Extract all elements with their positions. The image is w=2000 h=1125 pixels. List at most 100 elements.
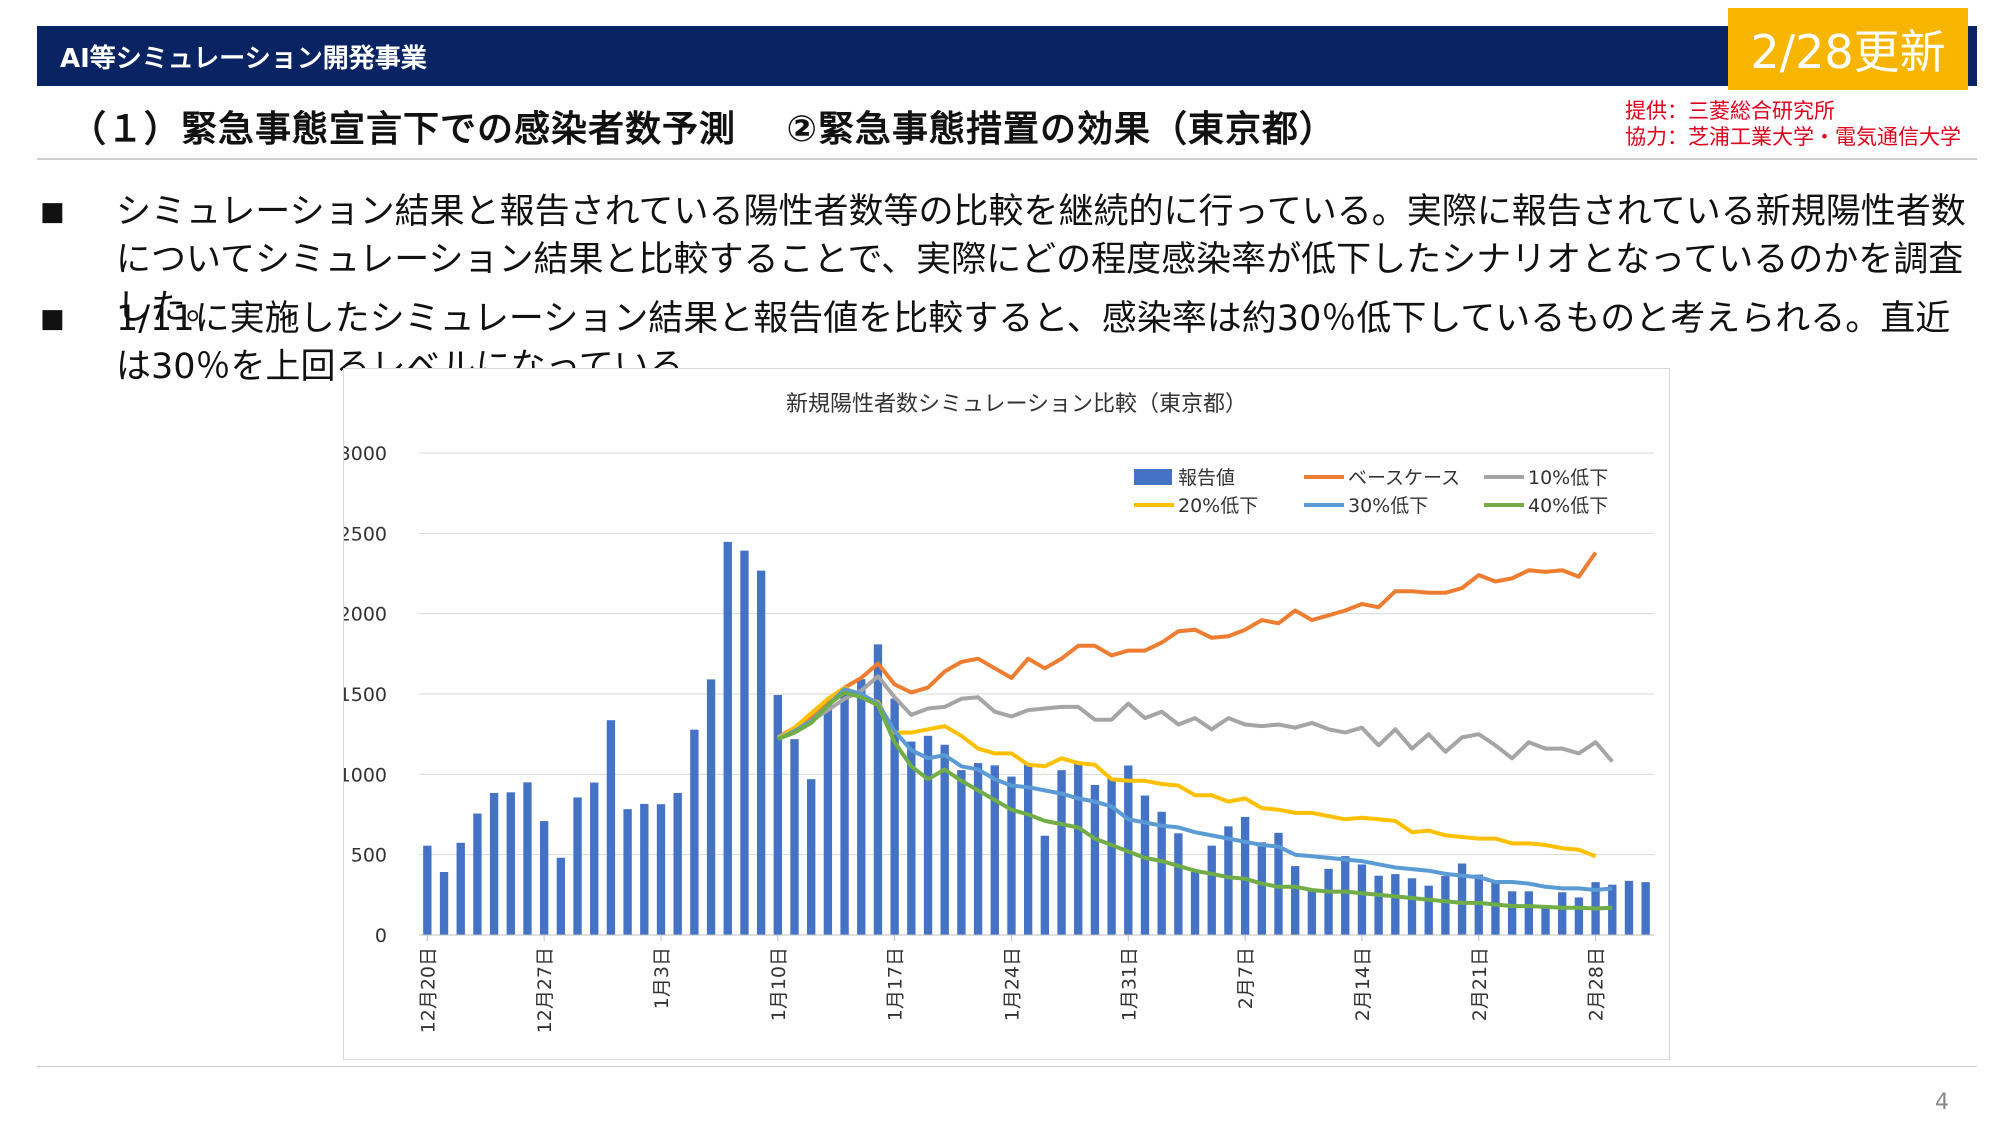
line-30pct <box>776 687 1613 892</box>
x-tick-label: 1月3日 <box>651 947 673 1009</box>
bar-reported <box>590 782 599 935</box>
bar-reported <box>1090 784 1100 935</box>
bar-reported <box>1374 875 1383 935</box>
bar-reported <box>606 720 616 935</box>
bar-reported <box>1441 876 1450 935</box>
bullet-text-1: シミュレーション結果と報告されている陽性者数等の比較を継続的に行っている。実際に… <box>116 192 1966 328</box>
legend-label: 報告値 <box>1178 467 1235 489</box>
line-20pct <box>776 685 1597 859</box>
bar-reported <box>1007 776 1016 935</box>
legend-label: 30%低下 <box>1348 495 1428 517</box>
bar-reported <box>940 744 949 935</box>
bar-reported <box>523 782 532 935</box>
bar-reported <box>439 872 449 935</box>
bar-reported <box>1157 811 1166 935</box>
legend-label: 20%低下 <box>1178 495 1258 517</box>
y-tick-label: 1000 <box>344 764 387 786</box>
bar-reported <box>1207 845 1216 935</box>
bar-reported <box>840 693 849 935</box>
legend-label: ベースケース <box>1348 467 1460 489</box>
line-base-case <box>776 551 1598 740</box>
bar-reported <box>923 735 933 935</box>
update-badge: 2/28更新 <box>1728 8 1968 90</box>
bar-reported <box>807 779 816 935</box>
y-tick-label: 0 <box>375 925 387 947</box>
bar-reported <box>1324 868 1333 935</box>
bar-reported <box>1057 770 1066 935</box>
y-tick-label: 2500 <box>344 523 387 545</box>
x-tick-label: 1月31日 <box>1118 947 1140 1021</box>
bar-reported <box>423 845 432 935</box>
x-tick-label: 12月20日 <box>417 947 439 1033</box>
bar-reported <box>1641 882 1650 935</box>
x-tick-label: 12月27日 <box>534 947 556 1033</box>
bar-reported <box>473 813 482 935</box>
bar-reported <box>1524 891 1534 935</box>
x-tick-label: 2月28日 <box>1586 947 1608 1021</box>
credit: 提供：三菱総合研究所 協力：芝浦工業大学・電気通信大学 <box>1625 98 1961 150</box>
legend-swatch <box>1134 469 1172 485</box>
bar-reported <box>1391 874 1400 935</box>
x-tick-label: 2月21日 <box>1469 947 1491 1021</box>
bar-reported <box>1491 881 1500 935</box>
bar-reported <box>1107 777 1116 935</box>
x-tick-label: 1月24日 <box>1001 947 1023 1021</box>
bar-reported <box>1023 763 1033 935</box>
bullet-mark-1: ■ <box>40 197 65 227</box>
bar-reported <box>1357 864 1367 935</box>
header-bar <box>37 26 1977 86</box>
bar-reported <box>823 704 833 935</box>
bar-reported <box>857 679 866 935</box>
credit-cooperation: 協力：芝浦工業大学・電気通信大学 <box>1625 125 1961 149</box>
bar-reported <box>1541 906 1550 935</box>
bar-reported <box>1274 832 1283 935</box>
bar-reported <box>656 804 666 935</box>
legend-label: 40%低下 <box>1528 495 1608 517</box>
bar-reported <box>756 570 766 935</box>
header-title: AI等シミュレーション開発事業 <box>60 44 427 74</box>
bar-reported <box>573 797 582 935</box>
y-tick-label: 500 <box>351 845 387 867</box>
legend-label: 10%低下 <box>1528 467 1608 489</box>
bar-reported <box>790 739 799 935</box>
x-tick-label: 1月17日 <box>885 947 907 1021</box>
bullet-text-2: 1/11に実施したシミュレーション結果と報告値を比較すると、感染率は約30％低下… <box>116 299 1951 387</box>
bar-reported <box>1140 795 1150 935</box>
x-tick-label: 1月10日 <box>768 947 790 1021</box>
bar-reported <box>723 541 732 935</box>
bar-reported <box>1558 892 1567 935</box>
bar-reported <box>973 763 983 935</box>
credit-provider: 提供：三菱総合研究所 <box>1625 99 1835 123</box>
chart-title: 新規陽性者数シミュレーション比較（東京都） <box>786 392 1247 417</box>
bar-reported <box>1174 833 1183 935</box>
bar-reported <box>1608 884 1617 935</box>
y-tick-label: 1500 <box>344 684 387 706</box>
bar-reported <box>890 698 899 935</box>
bar-reported <box>1291 866 1300 935</box>
bar-reported <box>907 741 916 935</box>
bar-reported <box>773 694 782 935</box>
bullet-mark-2: ■ <box>40 304 65 334</box>
bar-reported <box>740 550 749 935</box>
bar-reported <box>1407 878 1417 935</box>
y-tick-label: 2000 <box>344 604 387 626</box>
bar-reported <box>1624 880 1634 935</box>
bar-reported <box>1240 816 1250 935</box>
bar-reported <box>673 792 682 935</box>
x-tick-label: 2月7日 <box>1235 947 1257 1009</box>
bar-reported <box>990 765 999 935</box>
bar-reported <box>1457 863 1467 935</box>
bar-reported <box>690 729 699 935</box>
bar-reported <box>623 809 632 935</box>
bar-reported <box>1341 856 1350 935</box>
chart: 新規陽性者数シミュレーション比較（東京都） 0 500 1000 1500 2000 250… <box>344 392 1654 1033</box>
bar-reported <box>1074 764 1083 935</box>
bar-reported <box>1224 826 1233 935</box>
bar-reported <box>489 792 499 935</box>
bar-reported <box>556 857 566 935</box>
bar-reported <box>1307 890 1317 935</box>
y-tick-label: 3000 <box>344 443 387 465</box>
bar-reported <box>873 644 883 935</box>
bar-reported <box>706 679 716 935</box>
divider-top <box>37 158 1977 160</box>
